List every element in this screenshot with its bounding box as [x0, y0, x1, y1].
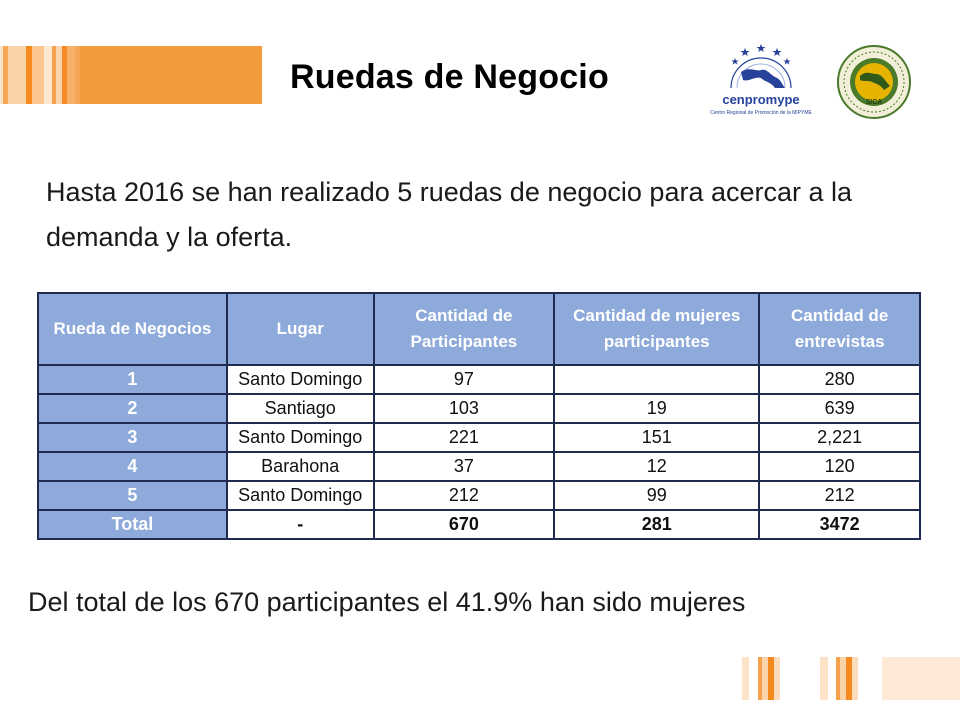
table-row: 1 Santo Domingo 97 280 — [37, 364, 921, 395]
cell-rueda: 1 — [37, 364, 228, 395]
cell-lugar: Santo Domingo — [225, 422, 375, 453]
cell-rueda: 3 — [37, 422, 228, 453]
header-participantes: Cantidad de Participantes — [372, 292, 556, 366]
header-lugar: Lugar — [225, 292, 375, 366]
cell-participantes: 97 — [372, 364, 556, 395]
table-row: 4 Barahona 37 12 120 — [37, 451, 921, 482]
intro-paragraph: Hasta 2016 se han realizado 5 ruedas de … — [46, 177, 853, 252]
table-total-row: Total - 670 281 3472 — [37, 509, 921, 540]
cell-participantes: 221 — [372, 422, 556, 453]
sica-text: SICA — [866, 99, 883, 106]
sica-seal-icon: SICA — [837, 45, 911, 119]
orange-banner — [0, 46, 262, 104]
orange-stripes-decoration — [742, 657, 960, 700]
table-row: 2 Santiago 103 19 639 — [37, 393, 921, 424]
cell-rueda: 5 — [37, 480, 228, 511]
table-row: 5 Santo Domingo 212 99 212 — [37, 480, 921, 511]
cell-lugar: Santo Domingo — [225, 480, 375, 511]
table-row: 3 Santo Domingo 221 151 2,221 — [37, 422, 921, 453]
business-rounds-table: Rueda de Negocios Lugar Cantidad de Part… — [37, 292, 921, 540]
cell-mujeres — [553, 364, 761, 395]
cell-mujeres: 151 — [553, 422, 761, 453]
header-rueda: Rueda de Negocios — [37, 292, 228, 366]
cell-entrevistas: 280 — [758, 364, 921, 395]
cell-participantes: 103 — [372, 393, 556, 424]
cell-mujeres: 19 — [553, 393, 761, 424]
cell-entrevistas: 3472 — [758, 509, 921, 540]
cenpromype-wordmark: cenpromype — [722, 92, 800, 107]
cell-entrevistas: 120 — [758, 451, 921, 482]
cell-mujeres: 12 — [553, 451, 761, 482]
cenpromype-emblem-icon — [730, 44, 792, 89]
sica-logo: SICA — [836, 44, 912, 120]
cell-lugar: Santo Domingo — [225, 364, 375, 395]
cell-rueda: 4 — [37, 451, 228, 482]
page-title: Ruedas de Negocio — [290, 58, 609, 96]
cell-lugar: Barahona — [225, 451, 375, 482]
cell-rueda: 2 — [37, 393, 228, 424]
header-entrevistas: Cantidad de entrevistas — [758, 292, 921, 366]
cell-entrevistas: 639 — [758, 393, 921, 424]
cell-participantes: 212 — [372, 480, 556, 511]
cell-participantes: 37 — [372, 451, 556, 482]
cell-entrevistas: 212 — [758, 480, 921, 511]
cell-mujeres: 99 — [553, 480, 761, 511]
summary-text: Del total de los 670 participantes el 41… — [28, 587, 746, 617]
cell-participantes: 670 — [372, 509, 556, 540]
cell-entrevistas: 2,221 — [758, 422, 921, 453]
cell-total-label: Total — [37, 509, 228, 540]
cell-lugar: Santiago — [225, 393, 375, 424]
table-header-row: Rueda de Negocios Lugar Cantidad de Part… — [37, 292, 921, 366]
header-mujeres: Cantidad de mujeres participantes — [553, 292, 761, 366]
cenpromype-subtitle: Centro Regional de Promoción de la MIPYM… — [710, 110, 812, 116]
cell-mujeres: 281 — [553, 509, 761, 540]
cenpromype-logo: cenpromype Centro Regional de Promoción … — [705, 42, 817, 122]
cell-lugar: - — [225, 509, 375, 540]
